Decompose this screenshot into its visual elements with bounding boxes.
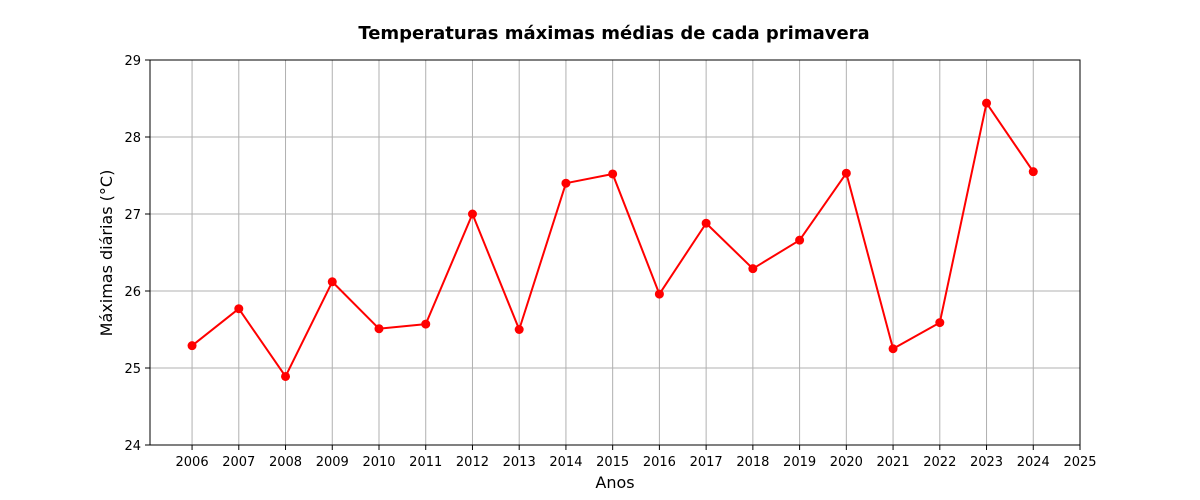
data-point-2006	[187, 341, 197, 351]
x-tick-label: 2023	[970, 455, 1003, 470]
x-axis-label: Anos	[595, 473, 634, 492]
data-point-2017	[701, 218, 711, 228]
x-tick-label: 2024	[1017, 455, 1050, 470]
data-point-2007	[234, 304, 244, 314]
data-point-2023	[982, 98, 992, 108]
x-tick-label: 2015	[596, 455, 629, 470]
series-layer	[187, 98, 1038, 381]
data-point-2015	[608, 169, 618, 179]
data-point-2016	[654, 289, 664, 299]
data-point-2021	[888, 344, 898, 354]
y-tick-label: 27	[124, 208, 141, 223]
x-tick-label: 2016	[643, 455, 676, 470]
chart-title: Temperaturas máximas médias de cada prim…	[358, 23, 869, 44]
x-tick-label: 2022	[923, 455, 956, 470]
data-point-2018	[748, 264, 758, 274]
x-tick-label: 2009	[316, 455, 349, 470]
x-tick-label: 2010	[362, 455, 395, 470]
x-tick-label: 2017	[690, 455, 723, 470]
x-tick-label: 2014	[549, 455, 582, 470]
x-tick-label: 2008	[269, 455, 302, 470]
data-point-2009	[327, 277, 337, 287]
x-tick-label: 2018	[736, 455, 769, 470]
ticks-layer: 2006 2007 2008 2009 2010 2011 2012 2013 2014 2015…	[124, 54, 1096, 470]
y-tick-label: 29	[124, 54, 141, 69]
x-tick-label: 2012	[456, 455, 489, 470]
grid-layer	[150, 59, 1081, 446]
y-tick-label: 28	[124, 131, 141, 146]
x-tick-label: 2013	[503, 455, 536, 470]
data-point-2008	[281, 371, 291, 381]
x-tick-label: 2020	[830, 455, 863, 470]
x-tick-label: 2021	[877, 455, 910, 470]
x-tick-label: 2006	[176, 455, 209, 470]
data-point-2012	[467, 209, 477, 219]
data-point-2020	[841, 168, 851, 178]
x-tick-label: 2007	[222, 455, 255, 470]
data-point-2024	[1028, 167, 1038, 177]
data-point-2014	[561, 178, 571, 188]
data-point-2010	[374, 324, 384, 334]
y-tick-label: 26	[124, 285, 141, 300]
x-tick-label: 2011	[409, 455, 442, 470]
x-tick-label: 2019	[783, 455, 816, 470]
y-tick-label: 25	[124, 362, 141, 377]
data-point-2011	[421, 319, 431, 329]
plot-area-frame	[149, 59, 1081, 446]
x-tick-label: 2025	[1063, 455, 1096, 470]
data-point-2022	[935, 318, 945, 328]
y-tick-label: 24	[124, 439, 141, 454]
data-point-2013	[514, 325, 524, 334]
data-point-2019	[795, 235, 805, 245]
y-axis-label: Máximas diárias (°C)	[97, 170, 116, 337]
